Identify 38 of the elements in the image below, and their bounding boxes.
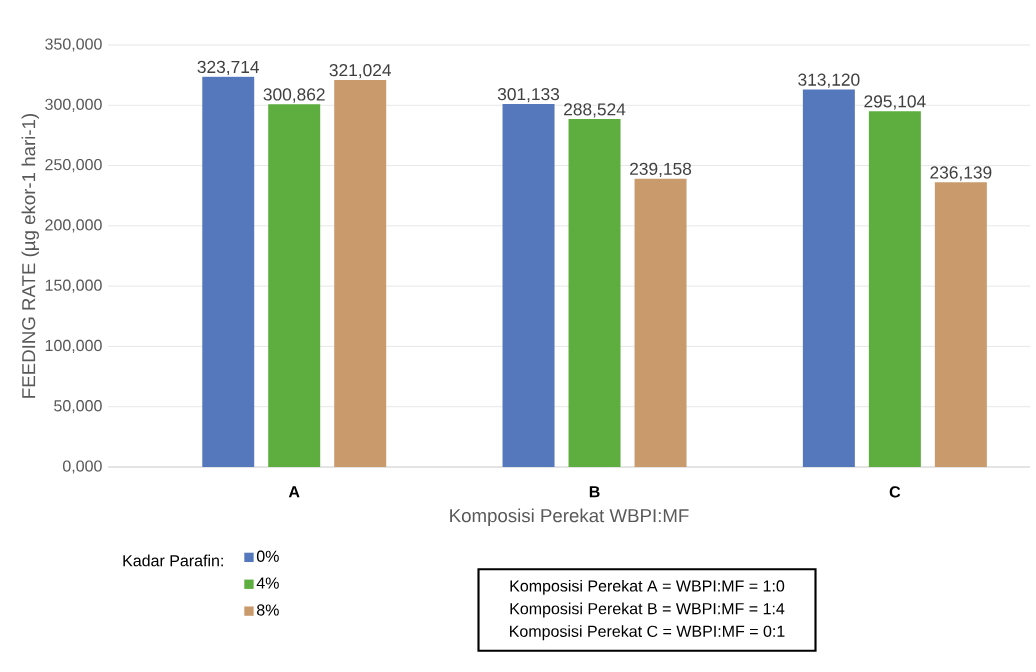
x-tick-label: A xyxy=(288,486,300,498)
data-label: 288,524 xyxy=(564,103,626,118)
text: Komposisi Perekat C = WBPI:MF = 0:1 xyxy=(510,625,785,641)
x-tick-label: B xyxy=(589,486,600,498)
data-label: 239,158 xyxy=(630,162,692,178)
bar xyxy=(802,89,855,467)
y-tick-label: 200,000 xyxy=(45,219,102,233)
x-axis-title: Komposisi Perekat WBPI:MF xyxy=(450,508,689,526)
y-tick-label: 150,000 xyxy=(45,279,102,293)
y-tick-label: 350,000 xyxy=(45,38,102,52)
legend-label: 0% xyxy=(256,550,279,562)
bar xyxy=(568,119,621,467)
data-label: 236,139 xyxy=(930,166,992,181)
bar xyxy=(934,182,987,467)
data-label: 313,120 xyxy=(798,73,860,88)
y-axis-title: FEEDING RATE (µg ekor-1 hari-1) xyxy=(21,114,39,398)
data-label: 323,714 xyxy=(197,60,260,76)
bar xyxy=(868,111,921,467)
bar xyxy=(268,104,321,467)
legend-label: 4% xyxy=(256,577,279,589)
bar xyxy=(502,103,555,467)
data-label: 300,862 xyxy=(263,88,325,103)
bar xyxy=(634,178,687,467)
data-label: 321,024 xyxy=(329,64,392,79)
y-tick-label: 250,000 xyxy=(45,158,102,173)
y-tick-label: 300,000 xyxy=(45,98,102,112)
data-label: 301,133 xyxy=(497,87,560,103)
legend-title: Kadar Parafin: xyxy=(123,554,223,567)
data-label: 295,104 xyxy=(864,95,926,110)
y-tick-label: 100,000 xyxy=(45,339,102,354)
text: Komposisi Perekat A = WBPI:MF = 1:0 xyxy=(510,579,785,595)
y-tick-label: 50,000 xyxy=(54,400,102,414)
y-tick-label: 0,000 xyxy=(62,460,102,474)
text: Komposisi Perekat B = WBPI:MF = 1:4 xyxy=(510,602,785,618)
x-tick-label: C xyxy=(889,486,901,498)
bar xyxy=(334,79,387,467)
legend-label: 8% xyxy=(256,604,279,616)
bar xyxy=(202,76,255,467)
